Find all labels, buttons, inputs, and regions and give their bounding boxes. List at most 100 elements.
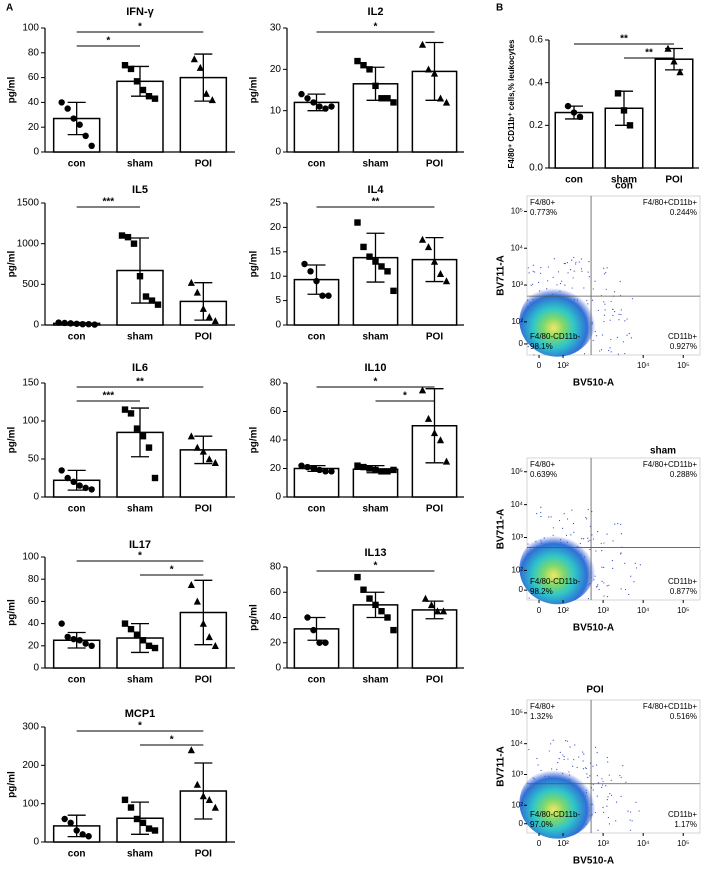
event-dot — [610, 779, 612, 781]
y-tick-label: 20 — [270, 637, 282, 648]
data-point — [148, 297, 156, 304]
y-tick-label: 40 — [28, 618, 40, 629]
event-dot — [533, 271, 536, 273]
event-dot — [601, 778, 603, 780]
x-tick-label: sham — [127, 159, 153, 170]
data-point — [79, 831, 86, 838]
data-point — [187, 278, 195, 286]
y-tick-label: 20 — [270, 64, 282, 75]
event-dot — [611, 560, 614, 562]
data-point — [142, 293, 150, 300]
event-dot — [563, 262, 565, 265]
event-dot — [618, 319, 620, 321]
data-point — [205, 313, 213, 321]
data-point — [79, 320, 86, 328]
data-point — [76, 482, 83, 489]
event-dot — [594, 280, 596, 282]
event-dot — [610, 351, 612, 353]
x-tick-label: 10² — [557, 361, 569, 370]
data-point — [88, 142, 95, 149]
event-dot — [571, 259, 573, 261]
data-point — [354, 219, 361, 226]
event-dot — [563, 756, 565, 758]
x-tick-label: POI — [195, 332, 212, 343]
data-point — [430, 257, 439, 265]
significance-label: * — [374, 561, 378, 572]
error-bar — [67, 469, 86, 491]
significance-label: ** — [645, 48, 653, 59]
y-tick-label: 100 — [22, 416, 39, 427]
data-point — [127, 410, 135, 417]
y-axis-label: pg/ml — [7, 426, 18, 453]
event-dot — [582, 751, 584, 753]
event-dot — [608, 584, 610, 586]
data-point — [436, 436, 445, 444]
data-point — [670, 57, 678, 65]
quadrant-name: F4/80+CD11b+ — [643, 198, 697, 207]
event-dot — [591, 299, 594, 301]
event-dot — [624, 352, 626, 355]
event-dot — [596, 795, 598, 797]
event-dot — [540, 516, 542, 518]
data-point — [154, 301, 162, 308]
x-tick-label: 0 — [537, 839, 542, 848]
quadrant-name: F4/80-CD11b- — [530, 810, 580, 819]
significance-label: ** — [136, 377, 144, 388]
data-point — [85, 833, 92, 840]
event-dot — [575, 261, 577, 263]
event-dot — [533, 354, 535, 356]
error-bar — [194, 53, 213, 102]
data-point — [424, 65, 433, 73]
event-dot — [595, 550, 597, 552]
event-dot — [587, 508, 589, 511]
event-dot — [603, 566, 605, 569]
event-dot — [606, 756, 608, 759]
data-point — [118, 232, 126, 239]
data-point — [196, 63, 204, 71]
event-dot — [605, 785, 607, 787]
event-dot — [532, 264, 534, 266]
data-point — [130, 240, 138, 247]
event-dot — [601, 566, 603, 568]
y-tick-label: 100 — [22, 552, 39, 563]
y-tick-label: 0 — [275, 320, 281, 331]
event-dot — [552, 276, 554, 278]
event-dot — [566, 261, 568, 264]
data-point — [298, 90, 305, 98]
error-bar — [194, 579, 213, 646]
event-dot — [532, 283, 534, 285]
event-dot — [609, 319, 611, 321]
x-tick-label: POI — [426, 504, 443, 515]
quadrant-percent: 0.244% — [670, 208, 697, 217]
event-dot — [574, 744, 576, 746]
event-dot — [582, 768, 585, 770]
event-dot — [596, 775, 598, 777]
data-point — [61, 319, 68, 327]
error-bar — [131, 407, 149, 458]
event-dot — [597, 829, 599, 831]
data-point — [193, 288, 201, 296]
data-point — [424, 414, 433, 422]
quadrant-name: F4/80-CD11b- — [530, 332, 580, 341]
y-tick-label: 10³ — [511, 280, 523, 289]
event-dot — [617, 353, 619, 355]
event-dot — [628, 593, 630, 596]
data-point — [676, 68, 684, 76]
event-dot — [565, 740, 567, 742]
event-dot — [537, 764, 539, 766]
event-dot — [548, 750, 550, 752]
data-point — [418, 235, 427, 243]
bar — [293, 628, 340, 669]
data-point — [384, 468, 391, 475]
y-axis-label: F4/80⁺ CD11b⁺ cells,% leukocytes — [507, 39, 516, 169]
event-dot — [615, 801, 618, 803]
y-axis-label: pg/ml — [249, 250, 260, 277]
chart-title: IL10 — [364, 362, 386, 374]
data-point — [139, 433, 147, 440]
data-point — [202, 89, 210, 97]
significance-label: * — [138, 551, 142, 562]
bar — [554, 111, 594, 169]
x-tick-label: 10⁵ — [677, 361, 689, 370]
event-dot — [532, 270, 534, 272]
y-tick-label: 40 — [270, 435, 282, 446]
